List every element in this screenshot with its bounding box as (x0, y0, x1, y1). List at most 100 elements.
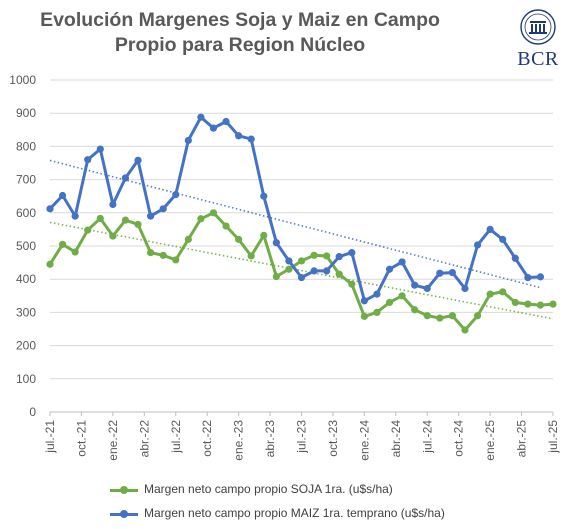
x-tick-label: jul.-24 (420, 420, 434, 454)
data-point-soja (247, 252, 255, 260)
data-point-soja (285, 265, 293, 273)
data-point-maiz (285, 257, 293, 265)
data-point-soja (147, 249, 155, 257)
data-point-soja (348, 280, 356, 288)
data-point-soja (360, 312, 368, 320)
x-tick-label: abr.-25 (515, 420, 529, 458)
series-line-maiz (48, 115, 542, 303)
x-tick-label: jul.-23 (295, 420, 309, 454)
data-point-soja (297, 257, 306, 265)
data-point-maiz (172, 190, 180, 199)
data-point-maiz (209, 124, 218, 132)
data-point-maiz (121, 174, 130, 182)
data-point-soja (58, 240, 67, 248)
bcr-logo: BCR (510, 8, 566, 70)
data-point-maiz (272, 239, 280, 247)
legend-item-maiz: Margen neto campo propio MAIZ 1ra. tempr… (110, 506, 445, 520)
data-point-soja (222, 222, 230, 230)
data-point-maiz (536, 273, 545, 281)
data-point-soja (511, 298, 519, 307)
data-point-maiz (360, 297, 368, 305)
data-point-soja (335, 270, 343, 278)
x-tick-label: ene.-23 (232, 420, 246, 461)
data-point-soja (524, 300, 532, 308)
bcr-logo-text: BCR (517, 48, 559, 70)
y-tick-label: 600 (16, 206, 36, 220)
data-point-maiz (260, 192, 268, 200)
legend-swatch-maiz (110, 509, 138, 519)
y-tick-label: 900 (16, 106, 36, 120)
data-point-soja (398, 292, 406, 300)
data-point-soja (448, 312, 456, 320)
data-point-soja (109, 232, 117, 240)
x-tick-label: ene.-25 (483, 420, 497, 461)
data-point-soja (423, 312, 431, 320)
legend-item-soja: Margen neto campo propio SOJA 1ra. (u$s/… (110, 482, 393, 496)
data-point-maiz (58, 191, 67, 200)
chart-title-line-2: Propio para Region Núcleo (114, 34, 366, 56)
data-point-maiz (486, 225, 494, 233)
data-point-soja (272, 272, 280, 281)
data-point-maiz (323, 267, 331, 275)
data-point-soja (134, 220, 142, 229)
data-point-maiz (385, 265, 394, 273)
y-tick-label: 100 (16, 372, 36, 386)
x-tick-label: abr.-23 (263, 420, 277, 458)
trendline-maiz (49, 159, 541, 289)
x-tick-label: oct.-22 (200, 420, 214, 457)
legend-label-maiz: Margen neto campo propio MAIZ 1ra. tempr… (144, 506, 445, 520)
data-point-soja (84, 226, 92, 234)
data-point-maiz (524, 273, 532, 282)
data-point-soja (310, 251, 318, 259)
trendline-soja (49, 221, 554, 320)
data-point-maiz (235, 132, 243, 140)
y-tick-label: 500 (16, 239, 36, 253)
data-point-maiz (448, 268, 456, 277)
data-point-soja (121, 216, 130, 224)
data-point-maiz (398, 258, 406, 266)
data-point-soja (411, 306, 419, 314)
data-point-maiz (84, 156, 92, 164)
x-tick-label: ene.-22 (106, 420, 120, 461)
data-point-maiz (461, 284, 469, 293)
data-point-maiz (184, 136, 192, 145)
data-point-soja (96, 214, 104, 223)
data-point-soja (260, 231, 268, 239)
data-point-maiz (159, 205, 167, 213)
data-point-maiz (46, 205, 54, 213)
chart-title-line-1: Evolución Margenes Soja y Maiz en Campo (40, 9, 440, 31)
x-tick-label: ene.-24 (357, 420, 371, 461)
data-point-soja (499, 288, 507, 296)
data-point-soja (159, 251, 167, 259)
data-point-soja (486, 290, 494, 298)
y-tick-label: 1000 (9, 73, 36, 87)
legend-swatch-soja (110, 485, 138, 495)
x-tick-label: abr.-22 (137, 420, 151, 458)
data-point-maiz (222, 117, 230, 126)
data-point-maiz (147, 212, 155, 220)
data-point-soja (436, 314, 444, 322)
y-tick-label: 800 (16, 139, 36, 153)
legend-label-soja: Margen neto campo propio SOJA 1ra. (u$s/… (144, 482, 393, 496)
data-point-maiz (423, 284, 431, 293)
x-tick-label: abr.-24 (389, 420, 403, 458)
data-point-maiz (96, 145, 104, 153)
bcr-seal-icon (520, 9, 556, 45)
data-point-soja (549, 300, 557, 308)
y-tick-label: 400 (16, 272, 36, 286)
chart-title: Evolución Margenes Soja y Maiz en Campo … (20, 8, 460, 58)
data-point-maiz (310, 267, 318, 275)
data-point-soja (235, 235, 243, 243)
data-point-soja (184, 235, 192, 243)
data-point-maiz (499, 235, 507, 243)
data-point-soja (385, 298, 394, 307)
x-tick-label: oct.-24 (452, 420, 466, 457)
data-point-soja (461, 326, 469, 334)
data-point-maiz (109, 200, 117, 209)
data-point-soja (172, 256, 180, 264)
y-tick-label: 300 (16, 305, 36, 319)
data-point-soja (71, 248, 79, 256)
y-tick-label: 200 (16, 339, 36, 353)
data-point-soja (46, 260, 54, 268)
